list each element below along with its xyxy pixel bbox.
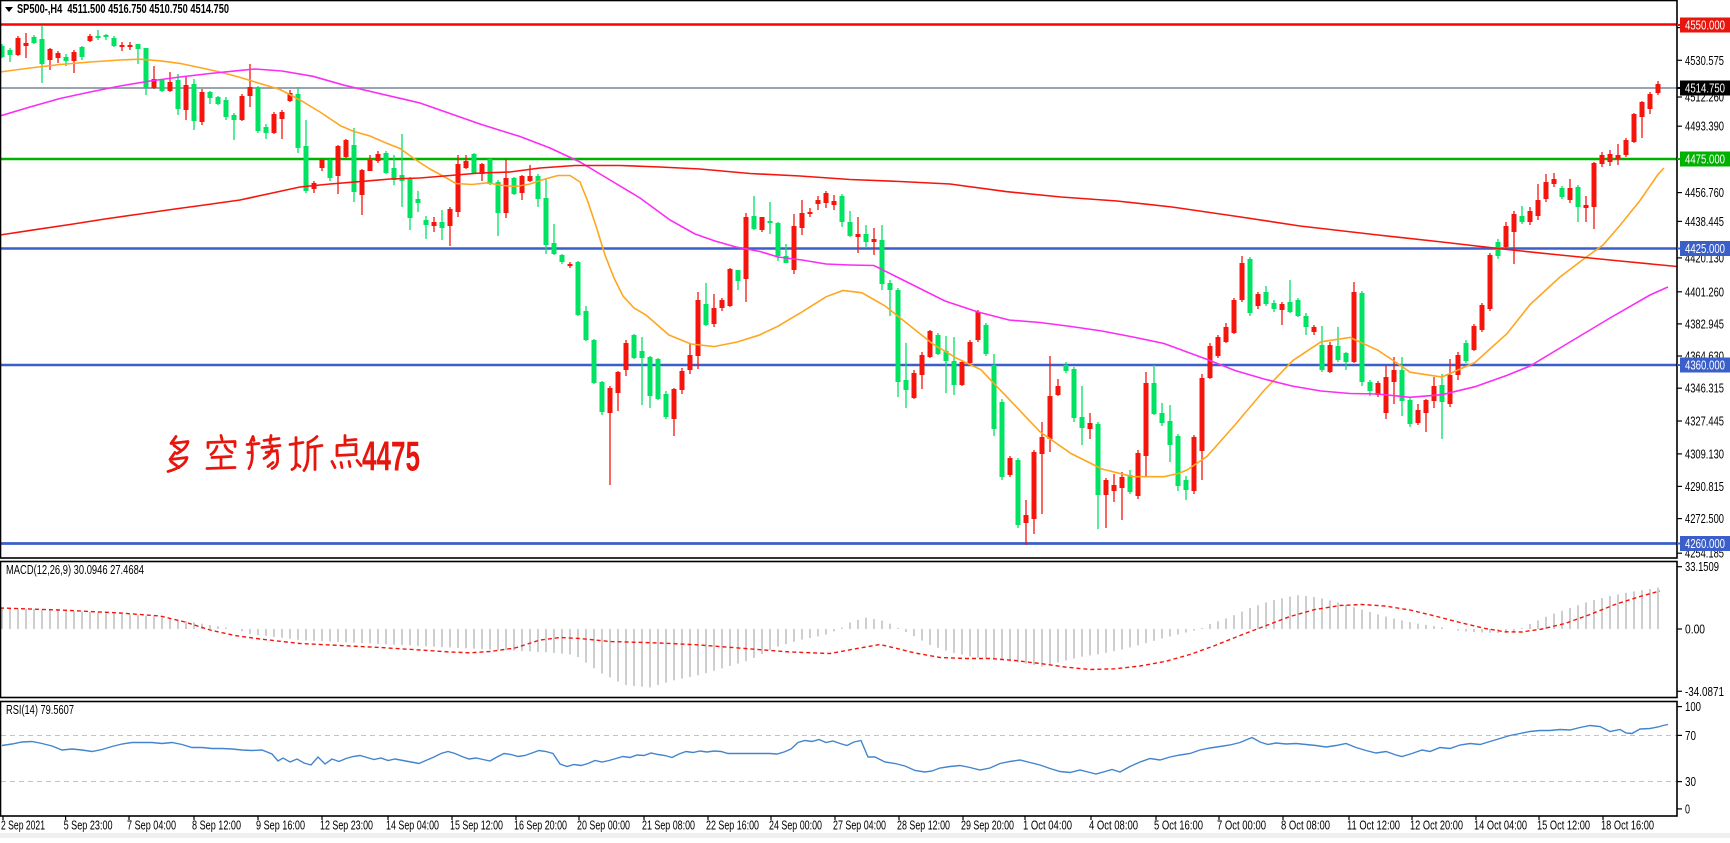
svg-text:4346.315: 4346.315 (1685, 382, 1724, 396)
svg-text:27 Sep 04:00: 27 Sep 04:00 (833, 819, 886, 833)
svg-text:12 Oct 20:00: 12 Oct 20:00 (1410, 819, 1463, 833)
svg-text:4290.815: 4290.815 (1685, 480, 1724, 494)
svg-text:11 Oct 12:00: 11 Oct 12:00 (1347, 819, 1400, 833)
svg-text:12 Sep 23:00: 12 Sep 23:00 (320, 819, 373, 833)
svg-text:4382.945: 4382.945 (1685, 317, 1724, 331)
svg-text:21 Sep 08:00: 21 Sep 08:00 (642, 819, 695, 833)
svg-text:14 Oct 04:00: 14 Oct 04:00 (1474, 819, 1527, 833)
svg-text:70: 70 (1685, 729, 1696, 743)
svg-text:4475: 4475 (362, 433, 420, 480)
svg-text:22 Sep 16:00: 22 Sep 16:00 (706, 819, 759, 833)
svg-text:0.00: 0.00 (1685, 623, 1705, 637)
svg-text:4360.000: 4360.000 (1685, 359, 1725, 373)
svg-text:8 Oct 08:00: 8 Oct 08:00 (1281, 819, 1330, 833)
svg-text:4272.500: 4272.500 (1685, 512, 1724, 526)
svg-text:4530.575: 4530.575 (1685, 54, 1724, 68)
svg-text:30: 30 (1685, 775, 1696, 789)
svg-text:4425.000: 4425.000 (1685, 242, 1725, 256)
svg-text:29 Sep 20:00: 29 Sep 20:00 (961, 819, 1014, 833)
svg-text:18 Oct 16:00: 18 Oct 16:00 (1601, 819, 1654, 833)
svg-text:4493.390: 4493.390 (1685, 120, 1724, 134)
svg-text:MACD(12,26,9) 30.0946 27.4684: MACD(12,26,9) 30.0946 27.4684 (6, 563, 144, 577)
svg-text:4260.000: 4260.000 (1685, 537, 1725, 551)
svg-text:4401.260: 4401.260 (1685, 285, 1724, 299)
svg-text:8 Sep 12:00: 8 Sep 12:00 (192, 819, 241, 833)
svg-text:RSI(14) 79.5607: RSI(14) 79.5607 (6, 703, 74, 717)
svg-text:7 Oct 00:00: 7 Oct 00:00 (1217, 819, 1266, 833)
svg-text:15 Oct 12:00: 15 Oct 12:00 (1537, 819, 1590, 833)
svg-text:2 Sep 2021: 2 Sep 2021 (1, 819, 45, 833)
svg-text:7 Sep 04:00: 7 Sep 04:00 (127, 819, 176, 833)
svg-text:5 Sep 23:00: 5 Sep 23:00 (64, 819, 113, 833)
svg-text:33.1509: 33.1509 (1685, 560, 1719, 574)
svg-text:4456.760: 4456.760 (1685, 186, 1724, 200)
svg-text:20 Sep 00:00: 20 Sep 00:00 (577, 819, 630, 833)
svg-text:SP500-,H4 4511.500 4516.750 4: SP500-,H4 4511.500 4516.750 4510.750 451… (17, 1, 229, 16)
svg-text:9 Sep 16:00: 9 Sep 16:00 (256, 819, 305, 833)
svg-text:1 Oct 04:00: 1 Oct 04:00 (1023, 819, 1072, 833)
svg-text:4309.130: 4309.130 (1685, 447, 1724, 461)
svg-text:4475.000: 4475.000 (1685, 153, 1725, 167)
svg-text:100: 100 (1685, 700, 1701, 714)
svg-text:4438.445: 4438.445 (1685, 215, 1724, 229)
svg-text:24 Sep 00:00: 24 Sep 00:00 (769, 819, 822, 833)
svg-text:5 Oct 16:00: 5 Oct 16:00 (1154, 819, 1203, 833)
svg-text:4 Oct 08:00: 4 Oct 08:00 (1089, 819, 1138, 833)
svg-text:14 Sep 04:00: 14 Sep 04:00 (386, 819, 439, 833)
svg-text:-34.0871: -34.0871 (1685, 685, 1724, 699)
svg-text:15 Sep 12:00: 15 Sep 12:00 (450, 819, 503, 833)
svg-text:4327.445: 4327.445 (1685, 415, 1724, 429)
svg-text:28 Sep 12:00: 28 Sep 12:00 (897, 819, 950, 833)
svg-text:16 Sep 20:00: 16 Sep 20:00 (514, 819, 567, 833)
svg-text:4514.750: 4514.750 (1685, 82, 1725, 96)
svg-text:4550.000: 4550.000 (1685, 19, 1725, 33)
svg-text:0: 0 (1685, 802, 1690, 816)
